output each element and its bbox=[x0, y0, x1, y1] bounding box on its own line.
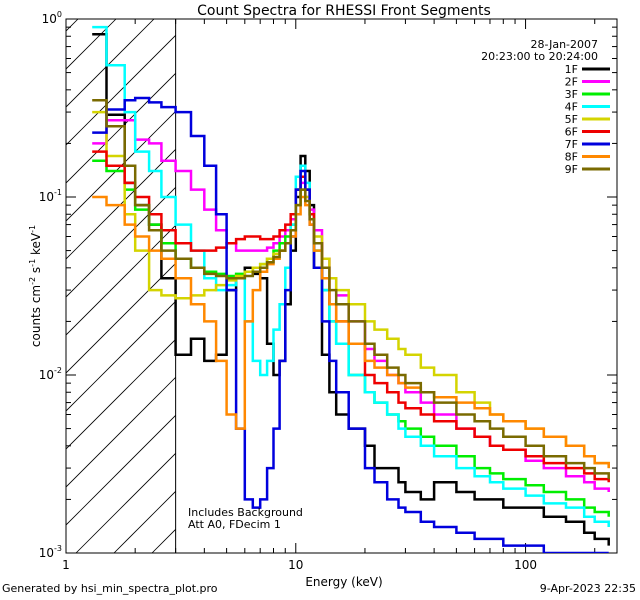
y-label-exp: -1 bbox=[28, 225, 37, 233]
y-label-exp: -1 bbox=[28, 259, 37, 267]
series-line-2F bbox=[92, 118, 610, 492]
annotation-attenuator: Att A0, FDecim 1 bbox=[188, 518, 281, 531]
series-group bbox=[92, 25, 610, 553]
chart-time-range: 20:23:00 to 20:24:00 bbox=[481, 50, 598, 63]
plot-frame bbox=[65, 18, 618, 554]
series-line-9F bbox=[92, 98, 610, 480]
x-axis-label: Energy (keV) bbox=[305, 575, 382, 589]
legend-label-9F: 9F bbox=[565, 163, 578, 176]
hatch-line bbox=[66, 224, 176, 336]
legend-label-1F: 1F bbox=[565, 63, 578, 76]
annotation-background: Includes Background bbox=[188, 506, 303, 519]
legend-label-6F: 6F bbox=[565, 126, 578, 139]
series-line-7F bbox=[92, 96, 609, 553]
legend-label-7F: 7F bbox=[565, 138, 578, 151]
y-tick-label: 10-1 bbox=[39, 188, 62, 204]
hatch-line bbox=[66, 186, 176, 298]
hatch-line bbox=[66, 376, 176, 488]
hatched-region bbox=[66, 19, 176, 553]
y-tick-label: 10-2 bbox=[39, 366, 62, 382]
series-line-6F bbox=[92, 150, 610, 483]
y-axis-label: counts cm-2 s-1 keV-1 bbox=[28, 225, 43, 347]
hatch-line bbox=[75, 452, 176, 553]
footer-timestamp: 9-Apr-2023 22:35 bbox=[539, 582, 636, 595]
chart-date: 28-Jan-2007 bbox=[531, 38, 599, 51]
legend-label-2F: 2F bbox=[565, 76, 578, 89]
legend-label-4F: 4F bbox=[565, 101, 578, 114]
hatch-line bbox=[66, 414, 176, 526]
series-line-3F bbox=[92, 159, 610, 517]
hatch-line bbox=[113, 490, 176, 553]
y-label-exp: -2 bbox=[28, 277, 37, 285]
y-label-part: keV bbox=[29, 232, 43, 259]
axis-ticks: 1 10 100 100 10-1 10-2 10-3 bbox=[39, 10, 617, 572]
series-line-1F bbox=[92, 33, 610, 546]
y-tick-label: 10-3 bbox=[39, 544, 62, 560]
series-line-5F bbox=[92, 110, 610, 469]
legend-label-8F: 8F bbox=[565, 151, 578, 164]
y-label-part: s bbox=[29, 267, 43, 277]
x-tick-label: 10 bbox=[288, 558, 303, 572]
y-tick-label: 100 bbox=[42, 10, 62, 26]
x-tick-label: 1 bbox=[62, 558, 70, 572]
legend-label-5F: 5F bbox=[565, 113, 578, 126]
footer-generated-by: Generated by hsi_min_spectra_plot.pro bbox=[2, 582, 218, 595]
x-tick-label: 100 bbox=[514, 558, 537, 572]
hatch-line bbox=[66, 262, 176, 374]
hatch-line bbox=[66, 34, 176, 146]
y-label-part: counts cm bbox=[29, 285, 43, 347]
hatch-line bbox=[66, 72, 176, 184]
chart-title: Count Spectra for RHESSI Front Segments bbox=[197, 3, 491, 19]
legend-label-3F: 3F bbox=[565, 88, 578, 101]
